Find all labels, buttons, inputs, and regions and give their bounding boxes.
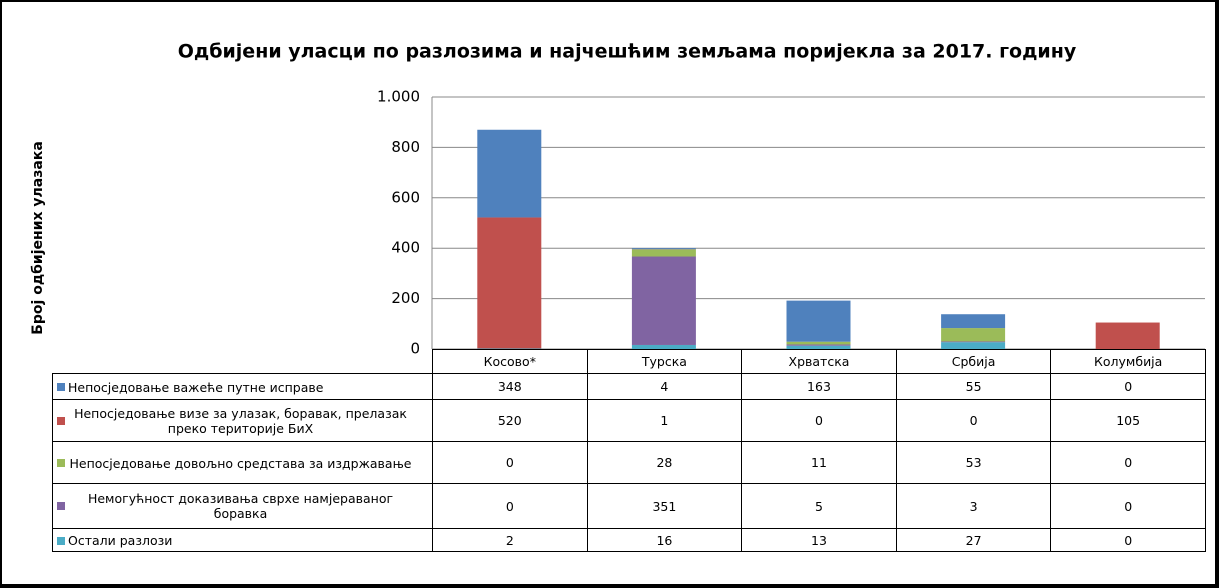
table-value: 16: [586, 528, 743, 552]
table-row: Немогућност доказивања сврхе намјеравано…: [52, 483, 1206, 529]
table-value: 55: [895, 373, 1052, 400]
bar-segment: [941, 342, 1006, 349]
table-value: 1: [586, 399, 743, 442]
y-tick-label: 1.000: [377, 88, 420, 106]
bar-segment: [631, 256, 696, 345]
table-value: 0: [1050, 483, 1206, 529]
table-row: Непосједовање довољно средстава за издрж…: [52, 441, 1206, 484]
table-value: 0: [1050, 441, 1206, 484]
legend-swatch: [57, 416, 65, 425]
bar-segment: [477, 129, 542, 218]
category-label: Турска: [586, 349, 743, 374]
legend-swatch: [57, 459, 65, 467]
table-value: 351: [586, 483, 743, 529]
bar-segment: [941, 328, 1006, 342]
table-value: 11: [741, 441, 897, 484]
table-value: 27: [895, 528, 1052, 552]
y-tick-label: 0: [410, 340, 420, 358]
y-tick-label: 600: [391, 188, 420, 206]
table-corner: [52, 349, 433, 374]
table-header-row: Косово* Турска Хрватска Србија Колумбија: [52, 349, 1206, 374]
table-value: 53: [895, 441, 1052, 484]
legend-label: Непосједовање важеће путне исправе: [68, 379, 324, 395]
legend-label: Остали разлози: [68, 533, 173, 548]
y-tick-label: 200: [391, 289, 420, 307]
table-row: Непосједовање важеће путне исправе 348 4 16…: [52, 373, 1206, 400]
bar-segment: [786, 345, 851, 349]
table-value: 0: [432, 441, 588, 484]
bar-segment: [941, 341, 1006, 343]
table-value: 105: [1050, 399, 1206, 442]
legend-swatch: [57, 502, 65, 510]
table-value: 3: [895, 483, 1052, 529]
legend-label: Непосједовање визе за улазак, боравак, п…: [74, 405, 407, 436]
legend-label: Непосједовање довољно средстава за издрж…: [69, 455, 412, 471]
table-value: 0: [895, 399, 1052, 442]
y-axis-label: Број одбијених улазака: [30, 141, 46, 335]
bar-segment: [941, 314, 1006, 329]
legend-entry: Немогућност доказивања сврхе намјеравано…: [52, 483, 433, 529]
data-table: Косово* Турска Хрватска Србија Колумбија Непо…: [52, 349, 1206, 552]
table-row: Остали разлози 2 16 13 27 0: [52, 528, 1206, 552]
bar-segment: [1095, 322, 1160, 349]
y-tick-label: 800: [391, 138, 420, 156]
table-row: Непосједовање визе за улазак, боравак, п…: [52, 399, 1206, 442]
legend-entry: Непосједовање визе за улазак, боравак, п…: [52, 399, 433, 442]
table-value: 0: [1050, 528, 1206, 552]
y-tick-label: 400: [391, 239, 420, 257]
bar-segment: [786, 300, 851, 342]
table-value: 0: [432, 483, 588, 529]
legend-entry: Остали разлози: [52, 528, 433, 552]
table-value: 163: [741, 373, 897, 400]
bar-segment: [631, 249, 696, 257]
bar-segment: [786, 341, 851, 345]
bar-segment: [631, 248, 696, 250]
legend-entry: Непосједовање важеће путне исправе: [52, 373, 433, 400]
chart-title: Одбијени уласци по разлозима и најчешћим…: [178, 41, 1077, 63]
table-value: 0: [741, 399, 897, 442]
table-value: 28: [586, 441, 743, 484]
legend-label: Немогућност доказивања сврхе намјеравано…: [87, 491, 394, 521]
category-label: Колумбија: [1050, 349, 1206, 374]
legend-swatch: [57, 536, 65, 545]
category-label: Косово*: [432, 349, 588, 374]
table-value: 5: [741, 483, 897, 529]
table-value: 348: [432, 373, 588, 400]
legend-swatch: [57, 383, 65, 391]
table-value: 13: [741, 528, 897, 552]
legend-entry: Непосједовање довољно средстава за издрж…: [52, 441, 433, 484]
bar-segment: [477, 348, 542, 349]
bar-segment: [786, 344, 851, 346]
table-value: 4: [586, 373, 743, 400]
table-value: 520: [432, 399, 588, 442]
category-label: Србија: [895, 349, 1052, 374]
bar-segment: [631, 344, 696, 349]
bar-segment: [477, 217, 542, 349]
table-value: 2: [432, 528, 588, 552]
category-label: Хрватска: [741, 349, 897, 374]
table-value: 0: [1050, 373, 1206, 400]
